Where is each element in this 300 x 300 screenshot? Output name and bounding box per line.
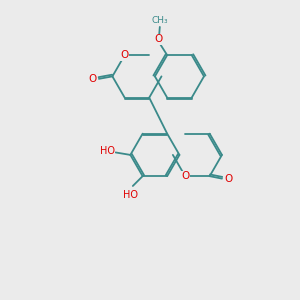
Text: HO: HO <box>100 146 115 156</box>
Text: O: O <box>89 74 97 84</box>
Text: O: O <box>154 34 163 44</box>
Text: O: O <box>224 174 232 184</box>
Text: O: O <box>121 50 129 60</box>
Text: O: O <box>181 171 189 181</box>
Text: CH₃: CH₃ <box>152 16 168 25</box>
Text: HO: HO <box>123 190 138 200</box>
